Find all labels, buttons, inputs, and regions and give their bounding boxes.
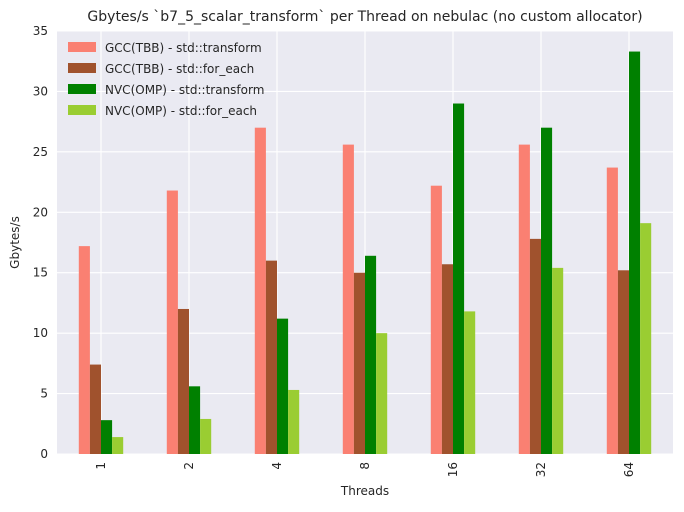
bar	[441, 264, 453, 454]
bar	[277, 318, 289, 454]
x-tick-label: 2	[182, 462, 196, 470]
legend-label: GCC(TBB) - std::transform	[105, 41, 262, 55]
y-tick-label: 35	[33, 24, 48, 38]
legend-swatch	[68, 63, 96, 73]
x-tick-label: 8	[358, 462, 372, 470]
x-tick-labels: 1 2 4 8 16 32 64	[94, 462, 636, 477]
bar	[89, 364, 101, 454]
legend-label: NVC(OMP) - std::for_each	[105, 104, 257, 118]
bar	[78, 246, 90, 454]
legend-label: NVC(OMP) - std::transform	[105, 83, 264, 97]
legend-label: GCC(TBB) - std::for_each	[105, 62, 254, 76]
bars	[78, 51, 652, 454]
bar	[101, 420, 113, 454]
legend-swatch	[68, 42, 96, 52]
legend-swatch	[68, 105, 96, 115]
y-tick-label: 10	[33, 326, 48, 340]
bar	[112, 437, 124, 454]
bar	[166, 190, 178, 454]
bar	[288, 389, 300, 454]
legend-swatch	[68, 84, 96, 94]
bar	[254, 127, 266, 454]
y-tick-labels: 0 5 10 15 20 25 30 35	[33, 24, 48, 461]
bar	[518, 144, 530, 454]
bar	[640, 223, 652, 454]
y-tick-label: 5	[40, 387, 48, 401]
x-axis-label: Threads	[340, 484, 389, 498]
bar	[177, 308, 189, 454]
x-tick-label: 1	[94, 462, 108, 470]
bar	[189, 386, 201, 454]
bar	[376, 333, 388, 454]
y-tick-label: 20	[33, 205, 48, 219]
bar	[552, 267, 564, 454]
bar	[365, 255, 377, 454]
gridlines	[57, 30, 673, 455]
x-tick-label: 64	[622, 462, 636, 477]
bar	[342, 144, 354, 454]
bar	[629, 51, 641, 454]
x-tick-label: 4	[270, 462, 284, 470]
bar	[265, 260, 277, 454]
y-tick-label: 25	[33, 145, 48, 159]
bar	[353, 272, 365, 454]
x-tick-label: 16	[446, 462, 460, 477]
y-axis-label: Gbytes/s	[8, 216, 22, 269]
y-tick-label: 30	[33, 84, 48, 98]
bar	[617, 270, 629, 454]
y-tick-label: 0	[40, 447, 48, 461]
bar	[529, 238, 541, 454]
bar	[541, 127, 553, 454]
chart-title: Gbytes/s `b7_5_scalar_transform` per Thr…	[87, 9, 642, 25]
bar	[430, 185, 442, 454]
bar	[606, 167, 618, 454]
x-tick-label: 32	[534, 462, 548, 477]
y-tick-label: 15	[33, 266, 48, 280]
bar	[200, 418, 212, 454]
bar	[453, 103, 465, 454]
bar	[464, 311, 476, 454]
